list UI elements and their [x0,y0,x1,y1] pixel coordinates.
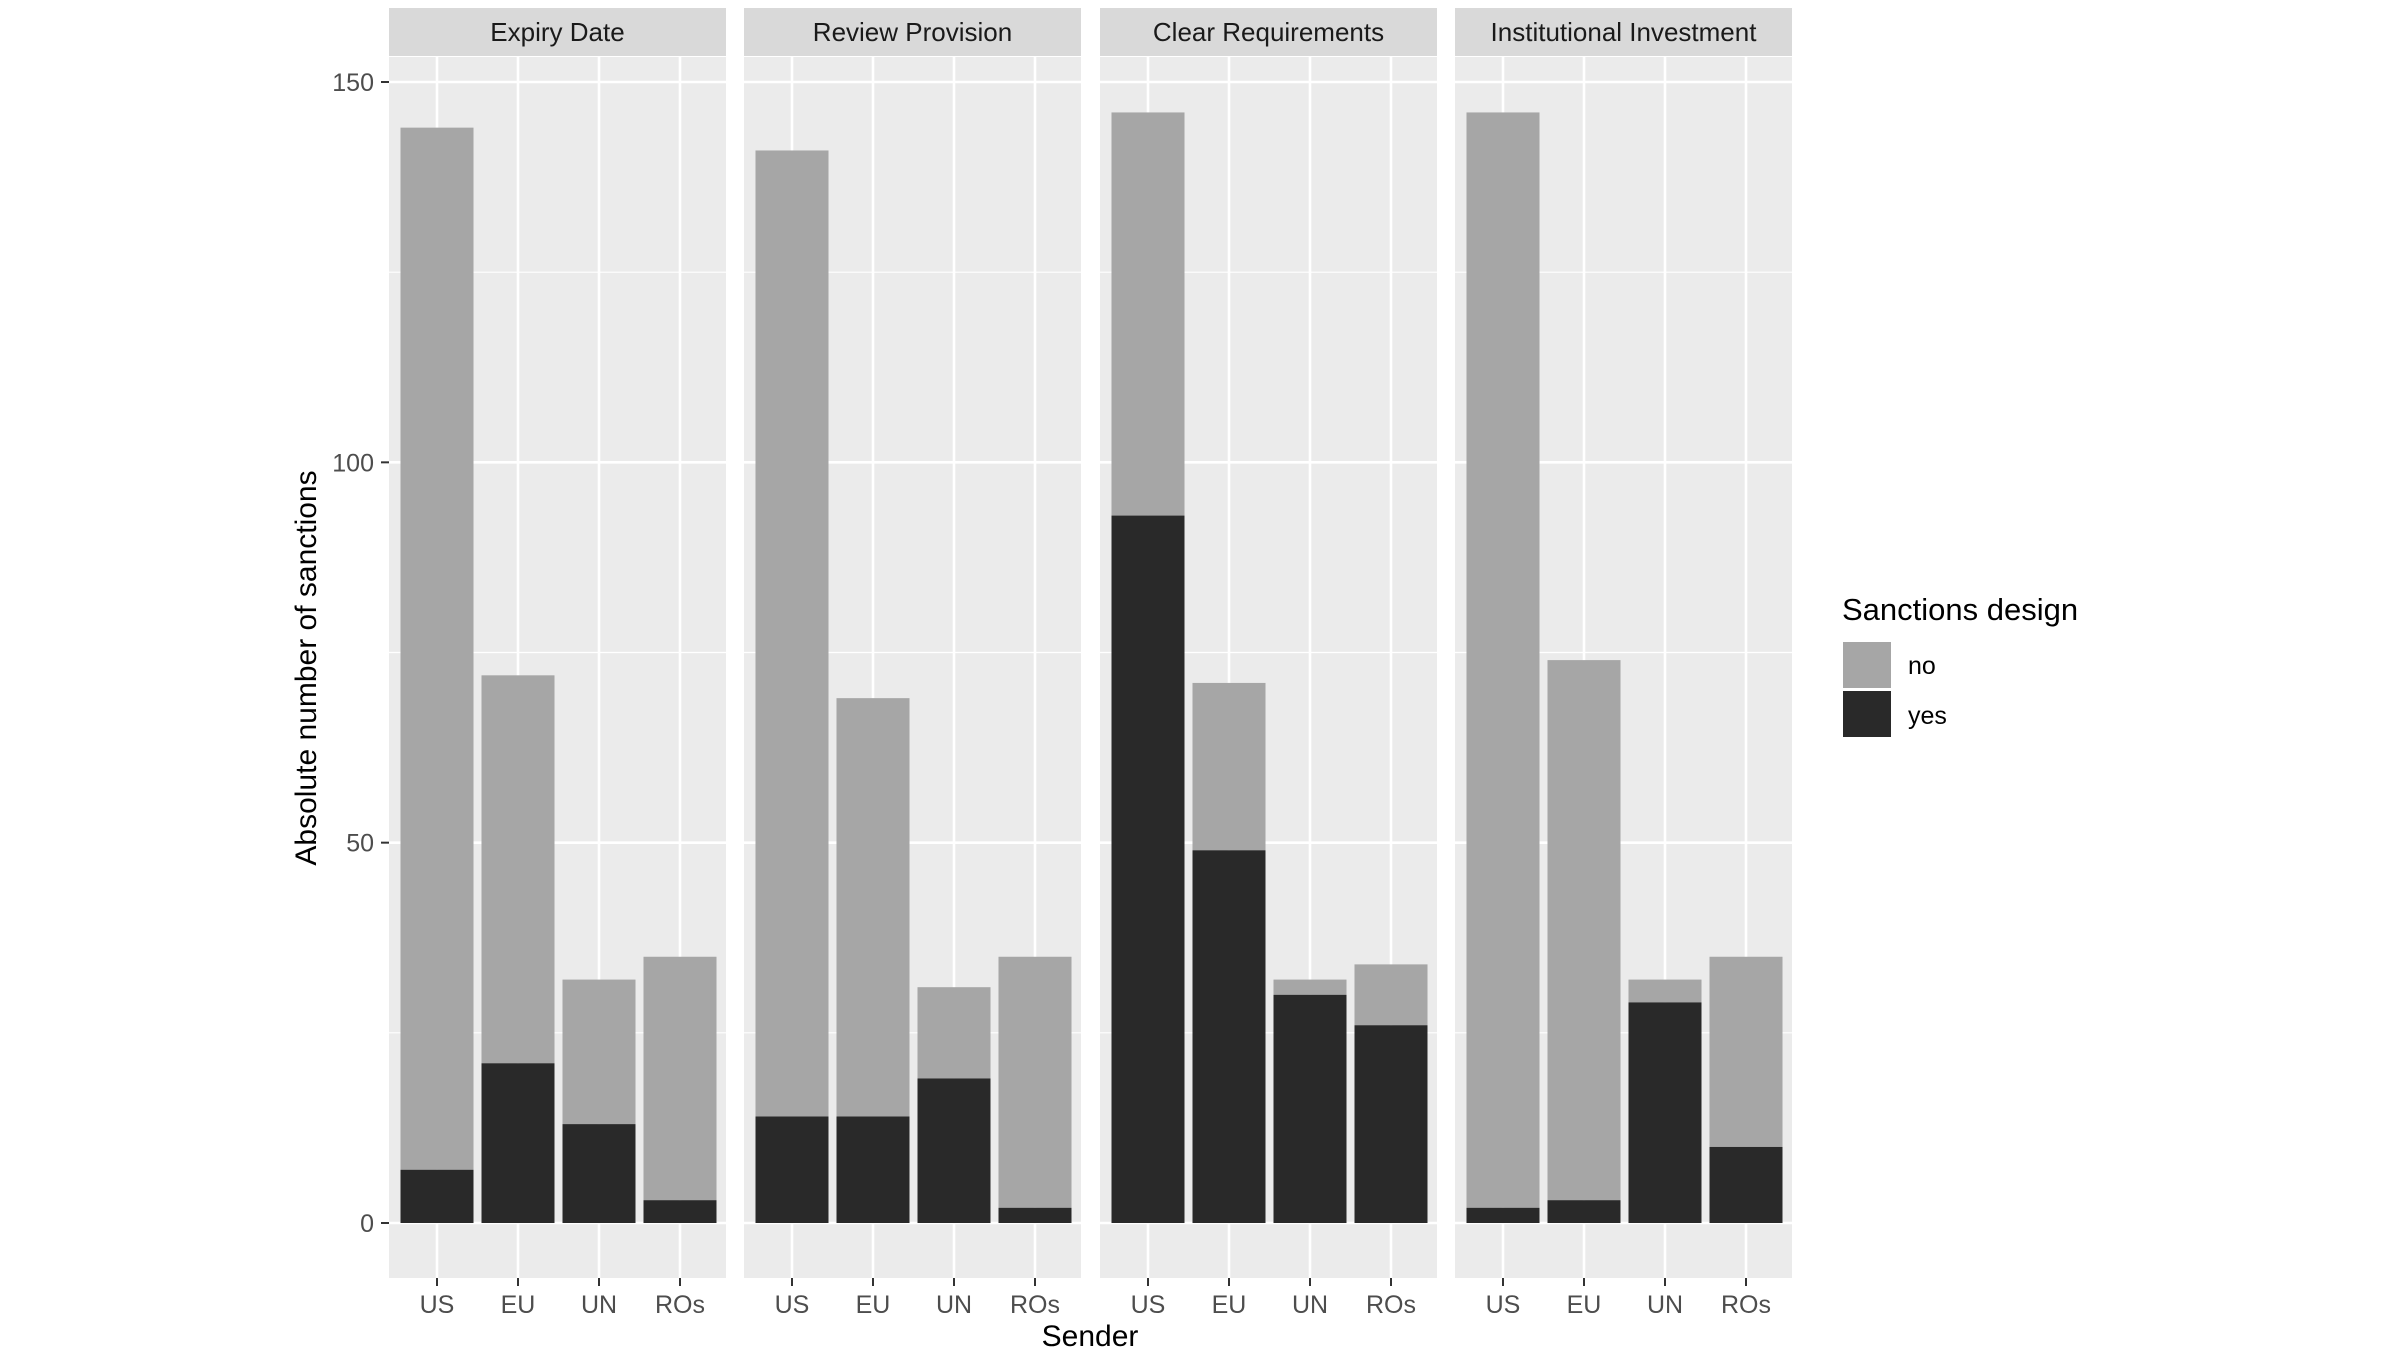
bar-no-ROs [998,956,1072,1208]
x-axis-title: Sender [1042,1320,1139,1350]
bar-yes-US [400,1169,474,1223]
bar-no-US [755,150,829,1117]
facet-strip-label: Clear Requirements [1153,17,1384,47]
facet-strip [744,8,1081,56]
bar-no-ROs [643,956,717,1201]
legend-key-yes [1843,691,1891,737]
bar-no-US [1111,112,1185,516]
facet-strip-label: Expiry Date [490,17,624,47]
bar-no-UN [1273,979,1347,995]
bar-yes-US [1466,1207,1540,1223]
y-axis-title: Absolute number of sanctions [290,470,323,865]
x-tick-label: ROs [1366,1291,1416,1319]
facet-strip-label: Review Provision [813,17,1012,47]
bar-no-ROs [1354,964,1428,1026]
bar-no-EU [1547,660,1621,1201]
legend-label-no: no [1908,652,1936,680]
legend-key-no [1843,642,1891,688]
x-tick-label: UN [1647,1291,1683,1319]
x-tick-label: US [775,1291,810,1319]
panels-layer: Expiry Date US EU UN ROs Review Provision US EU… [389,8,1792,1319]
x-tick-label: UN [936,1291,972,1319]
y-tick-label: 100 [332,449,374,477]
facet-strip-label: Institutional Investment [1491,17,1758,47]
x-tick-label: US [1131,1291,1166,1319]
bar-yes-EU [481,1063,555,1223]
x-tick-label: ROs [1010,1291,1060,1319]
x-tick-label: EU [1567,1291,1602,1319]
legend: Sanctions design no yes [1842,592,2078,737]
legend-label-yes: yes [1908,702,1947,730]
y-tick-label: 150 [332,69,374,97]
bar-no-EU [836,698,910,1117]
bar-yes-ROs [1709,1146,1783,1223]
bar-no-UN [917,987,991,1079]
bar-yes-EU [1547,1200,1621,1223]
facet-strip [1100,8,1437,56]
bar-yes-ROs [1354,1025,1428,1223]
bar-yes-UN [917,1078,991,1223]
y-tick-label: 50 [346,830,374,858]
x-tick-label: EU [501,1291,536,1319]
x-tick-label: EU [856,1291,891,1319]
bar-yes-UN [1273,994,1347,1223]
x-tick-label: US [1486,1291,1521,1319]
x-tick-label: ROs [1721,1291,1771,1319]
facet-strip [1455,8,1792,56]
bar-no-UN [562,979,636,1125]
bar-no-EU [1192,682,1266,851]
bar-yes-US [755,1116,829,1223]
bar-yes-UN [1628,1002,1702,1223]
x-tick-label: UN [581,1291,617,1319]
bar-no-UN [1628,979,1702,1003]
y-tick-label: 0 [360,1210,374,1238]
bar-yes-US [1111,515,1185,1223]
legend-title: Sanctions design [1842,592,2078,627]
bar-yes-UN [562,1124,636,1223]
y-axis: 0 50 100 150 [332,69,389,1238]
bar-no-US [1466,112,1540,1208]
facet-panel-3: Institutional Investment US EU UN ROs [1455,8,1792,1319]
bar-yes-ROs [998,1207,1072,1223]
facet-panel-2: Clear Requirements US EU UN ROs [1100,8,1437,1319]
bar-yes-EU [836,1116,910,1223]
facet-panel-1: Review Provision US EU UN ROs [744,8,1081,1319]
bar-no-ROs [1709,956,1783,1147]
x-tick-label: US [420,1291,455,1319]
x-tick-label: EU [1212,1291,1247,1319]
bar-no-EU [481,675,555,1064]
facet-strip [389,8,726,56]
bar-yes-ROs [643,1200,717,1223]
x-tick-label: UN [1292,1291,1328,1319]
facet-panel-0: Expiry Date US EU UN ROs [389,8,726,1319]
x-tick-label: ROs [655,1291,705,1319]
bar-no-US [400,127,474,1170]
bar-yes-EU [1192,850,1266,1223]
